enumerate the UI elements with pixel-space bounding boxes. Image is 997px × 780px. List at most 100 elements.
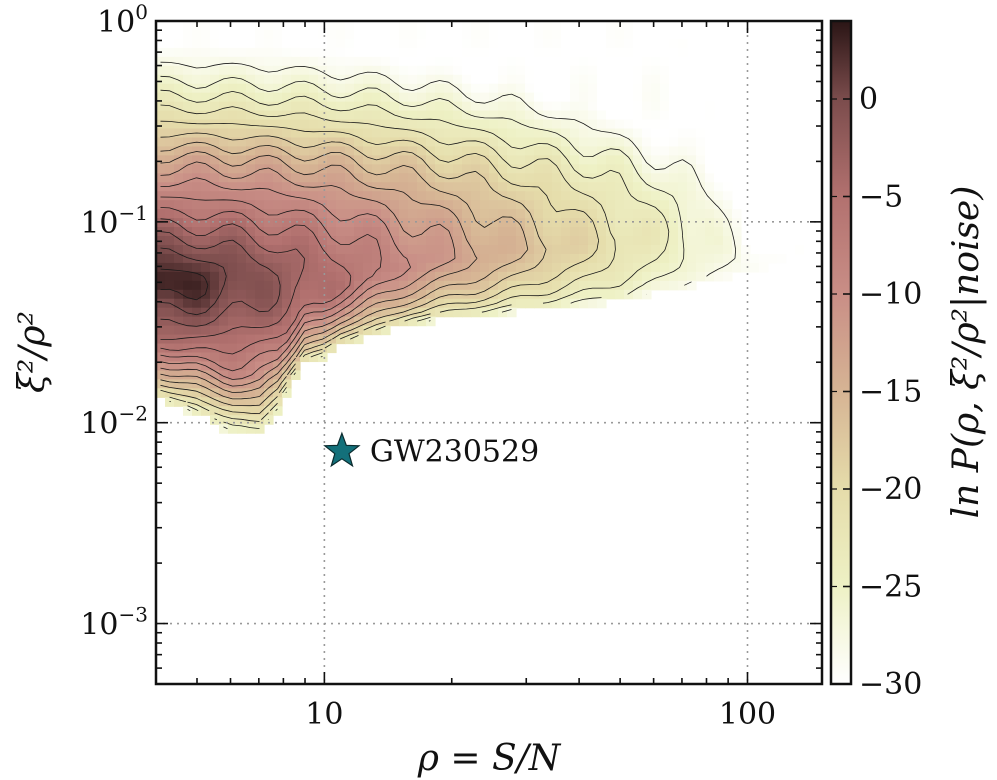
density-cell xyxy=(219,155,229,165)
density-cell xyxy=(534,56,544,67)
density-cell xyxy=(192,370,202,380)
density-cell xyxy=(408,227,418,237)
density-cell xyxy=(534,146,544,156)
density-cell xyxy=(471,307,481,318)
density-cell xyxy=(624,236,634,246)
density-cell xyxy=(345,182,355,192)
density-cell xyxy=(471,182,481,192)
density-cell xyxy=(372,21,382,31)
density-cell xyxy=(237,325,247,336)
density-cell xyxy=(489,47,499,58)
density-cell xyxy=(201,289,211,300)
density-cell xyxy=(300,74,310,85)
density-cell xyxy=(246,334,256,345)
density-cell xyxy=(345,47,355,58)
density-cell xyxy=(228,236,238,246)
density-cell xyxy=(372,289,382,300)
density-cell xyxy=(264,47,274,58)
contour-line xyxy=(160,268,209,301)
density-cell xyxy=(273,29,283,40)
density-cell xyxy=(741,244,751,255)
density-cell xyxy=(579,280,589,291)
density-cell xyxy=(273,38,283,49)
density-cell xyxy=(174,155,184,165)
density-cell xyxy=(462,29,472,40)
density-cell xyxy=(480,137,490,148)
density-cell xyxy=(579,101,589,112)
density-cell xyxy=(552,21,562,31)
density-cell xyxy=(174,164,184,174)
density-cell xyxy=(300,110,310,121)
density-cell xyxy=(471,146,481,156)
density-cell xyxy=(561,182,571,192)
density-cell xyxy=(651,155,661,165)
density-cell xyxy=(669,236,679,246)
density-cell xyxy=(354,244,364,255)
density-cell xyxy=(435,218,445,228)
density-cell xyxy=(489,155,499,165)
density-cell xyxy=(354,271,364,282)
density-cell xyxy=(660,47,670,58)
density-cell xyxy=(390,65,400,76)
density-cell xyxy=(417,200,427,210)
density-cell xyxy=(345,128,355,139)
density-cell xyxy=(174,334,184,345)
density-cell xyxy=(219,379,229,389)
density-cell xyxy=(534,21,544,31)
density-cell xyxy=(426,83,436,94)
density-cell xyxy=(588,38,598,49)
density-cell xyxy=(273,74,283,85)
density-cell xyxy=(417,56,427,67)
density-cell xyxy=(534,244,544,255)
density-cell xyxy=(543,137,553,148)
density-cell xyxy=(183,361,193,372)
density-cell xyxy=(246,191,256,201)
density-cell xyxy=(489,182,499,192)
density-cell xyxy=(399,280,409,291)
density-cell xyxy=(255,227,265,237)
density-cell xyxy=(687,236,697,246)
density-cell xyxy=(363,218,373,228)
density-cell xyxy=(570,253,580,264)
density-cell xyxy=(291,173,301,183)
density-cell xyxy=(408,21,418,31)
density-cell xyxy=(543,173,553,183)
density-cell xyxy=(570,164,580,174)
density-cell xyxy=(687,173,697,183)
density-cell xyxy=(552,137,562,148)
density-cell xyxy=(426,137,436,148)
density-cell xyxy=(597,298,607,309)
density-cell xyxy=(462,137,472,148)
density-cell xyxy=(525,227,535,237)
density-cell xyxy=(255,307,265,318)
density-cell xyxy=(210,21,220,31)
density-cell xyxy=(417,227,427,237)
density-cell xyxy=(615,271,625,282)
density-cell xyxy=(201,209,211,219)
density-cell xyxy=(300,316,310,327)
density-cell xyxy=(714,164,724,174)
density-cell xyxy=(507,236,517,246)
density-cell xyxy=(696,253,706,264)
density-cell xyxy=(255,415,265,425)
density-cell xyxy=(273,164,283,174)
density-cell xyxy=(336,298,346,309)
density-cell xyxy=(327,47,337,58)
density-cell xyxy=(507,137,517,148)
density-cell xyxy=(570,218,580,228)
density-cell xyxy=(192,343,202,354)
density-cell xyxy=(606,271,616,282)
density-cell xyxy=(498,244,508,255)
density-cell xyxy=(597,47,607,58)
density-cell xyxy=(552,289,562,300)
density-cell xyxy=(651,209,661,219)
density-cell xyxy=(408,83,418,94)
density-cell xyxy=(687,92,697,103)
density-cell xyxy=(552,56,562,67)
density-cell xyxy=(615,262,625,273)
density-cell xyxy=(543,29,553,40)
density-cell xyxy=(687,74,697,85)
density-cell xyxy=(588,218,598,228)
density-cell xyxy=(291,101,301,112)
density-cell xyxy=(435,21,445,31)
